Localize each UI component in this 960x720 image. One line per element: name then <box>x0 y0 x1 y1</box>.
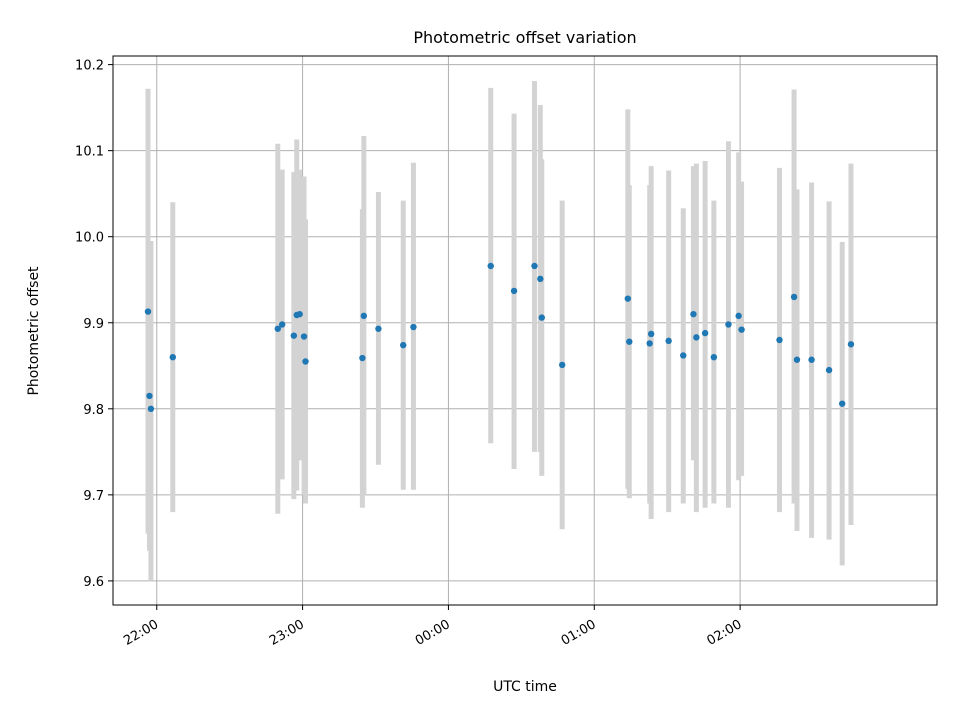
y-tick-label: 9.6 <box>83 575 104 590</box>
data-point <box>793 356 801 363</box>
data-point <box>710 353 718 361</box>
data-point <box>537 275 544 283</box>
data-point <box>274 325 281 332</box>
data-point <box>693 334 700 341</box>
data-point <box>647 330 655 338</box>
y-tick-label: 9.9 <box>83 317 104 332</box>
data-points <box>144 262 855 413</box>
y-axis-label: Photometric offset <box>26 266 42 396</box>
grid <box>113 56 937 605</box>
y-tick-label: 10.1 <box>75 145 104 160</box>
data-point <box>701 329 709 337</box>
data-point <box>558 361 566 369</box>
data-point <box>147 405 155 413</box>
data-point <box>400 341 407 349</box>
data-point <box>646 340 653 347</box>
data-point <box>538 314 545 321</box>
data-point <box>725 321 732 328</box>
data-point <box>487 262 494 270</box>
data-point <box>300 333 308 340</box>
data-point <box>690 310 697 318</box>
data-point <box>360 312 368 320</box>
data-point <box>144 308 152 315</box>
chart-title: Photometric offset variation <box>413 28 636 47</box>
data-point <box>410 323 417 331</box>
data-point <box>665 337 672 345</box>
y-tick-label: 9.8 <box>83 403 104 418</box>
data-point <box>790 293 798 301</box>
y-tick-label: 10.2 <box>75 59 104 74</box>
data-point <box>825 366 833 374</box>
data-point <box>738 326 745 333</box>
data-point <box>776 336 783 344</box>
data-point <box>808 356 815 363</box>
data-point <box>302 358 309 365</box>
y-tick-label: 10.0 <box>75 231 104 246</box>
data-point <box>375 325 382 332</box>
data-point <box>510 287 518 295</box>
plot-frame <box>112 55 938 606</box>
data-point <box>296 310 303 318</box>
data-point <box>290 332 298 339</box>
data-point <box>278 321 286 328</box>
y-tick-label: 9.7 <box>83 489 104 504</box>
data-point <box>839 400 846 407</box>
data-point <box>680 352 687 359</box>
data-point <box>847 341 855 348</box>
data-point <box>626 338 633 345</box>
data-point <box>624 295 632 302</box>
x-axis-label: UTC time <box>493 679 557 695</box>
data-point <box>531 262 538 270</box>
data-point <box>735 312 742 320</box>
data-point <box>146 392 153 400</box>
data-point <box>169 353 176 361</box>
data-point <box>359 354 366 362</box>
